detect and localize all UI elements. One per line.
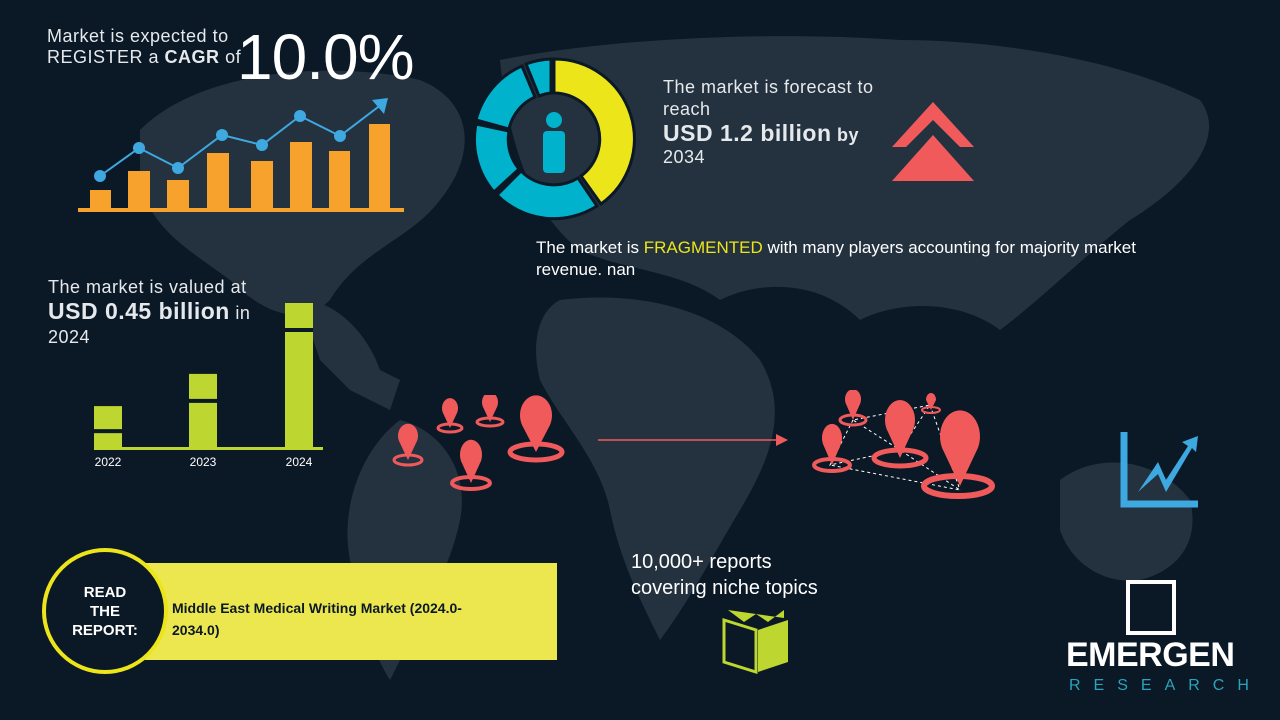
forecast-year: 2034 xyxy=(663,147,706,167)
chart-baseline xyxy=(94,447,323,450)
cagr-suffix: of xyxy=(225,47,242,67)
location-pins-cluster-left xyxy=(392,395,565,491)
cagr-prefix: REGISTER a xyxy=(47,47,160,67)
pin-icon xyxy=(838,390,868,427)
fragmented-suffix: with many players accounting for majorit… xyxy=(767,238,1136,257)
badge-line: READ xyxy=(83,583,127,601)
badge-line: REPORT: xyxy=(72,621,138,639)
bar-2023 xyxy=(189,373,217,448)
arrow-right-icon xyxy=(598,434,788,446)
forecast-text: The market is forecast to reach USD 1.2 … xyxy=(663,76,874,168)
pin-icon xyxy=(392,423,424,467)
donut-person-icon xyxy=(472,57,636,221)
logo-square-icon xyxy=(1126,580,1176,635)
trend-up-chart-icon xyxy=(1120,432,1198,508)
pin-icon xyxy=(871,400,929,469)
fragmented-highlight: FRAGMENTED xyxy=(643,238,763,257)
fragmented-line2: revenue. nan xyxy=(536,260,636,279)
pin-icon xyxy=(812,423,852,473)
forecast-line1: The market is forecast to xyxy=(663,77,874,97)
pin-icon xyxy=(436,398,464,434)
open-book-icon xyxy=(722,610,788,674)
bar-stripe xyxy=(189,398,217,403)
tick-label-2023: 2023 xyxy=(190,455,217,469)
bar-2024 xyxy=(285,303,313,448)
tick-label-2024: 2024 xyxy=(286,455,313,469)
bar-2022 xyxy=(94,406,122,448)
bar-stripe xyxy=(285,328,313,332)
cagr-label: Market is expected to REGISTER a CAGR of xyxy=(47,26,241,68)
fragmented-prefix: The market is xyxy=(536,238,639,257)
bar-stripe xyxy=(94,429,122,434)
cagr-value: 10.0% xyxy=(237,21,414,93)
pin-icon xyxy=(921,410,995,499)
logo-name: EMERGEN xyxy=(1066,636,1235,674)
valued-text: The market is valued at USD 0.45 billion… xyxy=(48,275,250,349)
cagr-bold: CAGR xyxy=(164,47,220,67)
growth-chart-illustration xyxy=(78,98,404,212)
valued-line1: The market is valued at xyxy=(48,277,247,297)
logo-sub: RESEARCH xyxy=(1069,677,1262,694)
pin-icon xyxy=(450,439,492,491)
valued-year: 2024 xyxy=(48,327,91,347)
reports-line2: covering niche topics xyxy=(631,577,818,599)
reports-text: 10,000+ reports covering niche topics xyxy=(631,549,818,601)
pin-icon xyxy=(507,395,565,463)
cagr-line1: Market is expected to xyxy=(47,26,229,46)
double-chevron-up-icon xyxy=(892,102,974,181)
tick-label-2022: 2022 xyxy=(95,455,122,469)
valued-value: USD 0.45 billion xyxy=(48,298,230,324)
pin-icon xyxy=(921,393,941,414)
report-title-link[interactable]: Middle East Medical Writing Market (2024… xyxy=(172,600,462,638)
location-pins-network-right xyxy=(812,390,995,499)
forecast-by: by xyxy=(837,125,860,145)
badge-line: THE xyxy=(90,602,120,620)
fragmented-text: The market is FRAGMENTED with many playe… xyxy=(536,237,1236,281)
forecast-value: USD 1.2 billion xyxy=(663,120,832,146)
pin-icon xyxy=(475,395,505,428)
cagr-line2: REGISTER a CAGR of xyxy=(47,47,241,68)
read-report-badge[interactable]: READ THE REPORT: xyxy=(42,548,168,674)
reports-line1: 10,000+ reports xyxy=(631,551,772,573)
market-value-bar-chart: 2022 2023 2024 xyxy=(94,303,323,469)
forecast-line2: reach xyxy=(663,99,711,119)
emergen-logo: EMERGEN RESEARCH xyxy=(1066,578,1249,698)
valued-in: in xyxy=(235,303,251,323)
report-title-banner[interactable]: Middle East Medical Writing Market (2024… xyxy=(145,563,557,660)
